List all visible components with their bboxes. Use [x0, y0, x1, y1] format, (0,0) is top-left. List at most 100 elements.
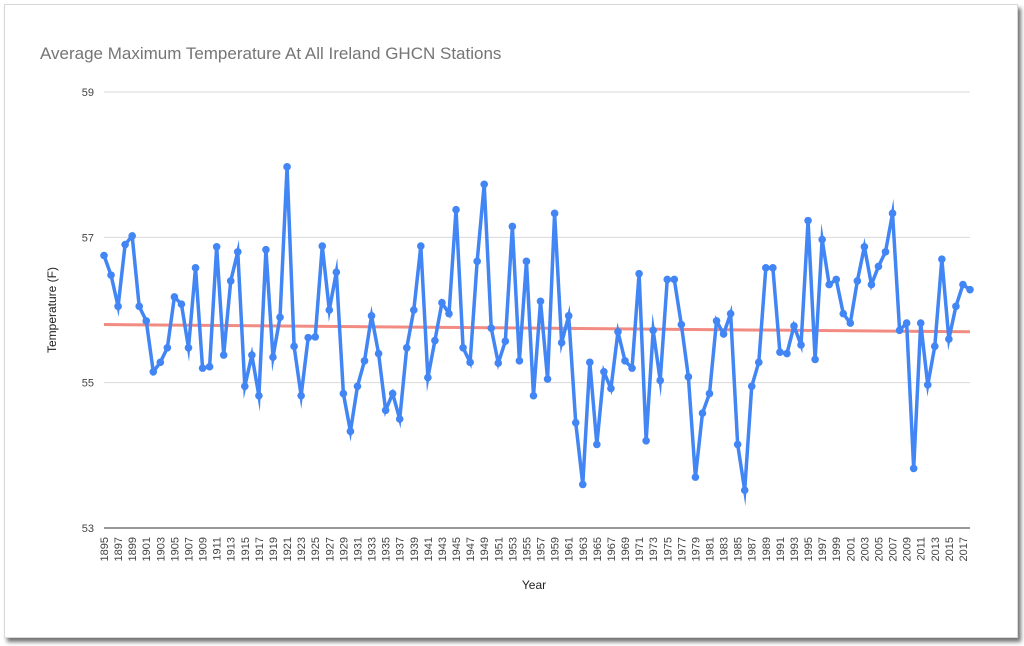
x-tick-label: 1987 [747, 537, 759, 561]
x-tick-label: 1975 [662, 537, 674, 561]
x-tick-label: 1907 [183, 537, 195, 561]
x-tick-label: 1899 [127, 537, 139, 561]
data-point [895, 326, 904, 335]
data-point [487, 324, 496, 332]
data-point [691, 473, 700, 481]
data-point [107, 271, 115, 279]
x-tick-label: 1933 [367, 537, 379, 561]
x-axis-label: Year [522, 578, 546, 592]
x-tick-label: 1959 [550, 537, 562, 561]
chart-title: Average Maximum Temperature At All Irela… [40, 44, 502, 63]
data-point [522, 257, 531, 266]
x-tick-label: 1921 [282, 537, 294, 561]
y-tick-label: 55 [82, 378, 94, 390]
x-tick-label: 1965 [592, 537, 604, 561]
x-tick-label: 1923 [296, 537, 308, 561]
x-tick-label: 1973 [648, 537, 660, 561]
data-point [649, 326, 657, 335]
x-tick-label: 1957 [536, 537, 548, 561]
x-tick-label: 1951 [493, 537, 505, 561]
data-point [135, 302, 144, 311]
data-point [846, 319, 855, 327]
data-point [395, 415, 404, 423]
data-point [881, 248, 890, 256]
x-tick-label: 1917 [254, 537, 266, 561]
data-point [508, 222, 517, 231]
data-point [825, 280, 833, 289]
y-tick-label: 59 [82, 87, 94, 99]
data-points [100, 163, 974, 495]
data-point [269, 353, 277, 362]
x-tick-label: 1905 [169, 537, 181, 561]
x-tick-label: 1911 [212, 537, 224, 561]
x-tick-label: 2007 [888, 537, 900, 561]
data-point [501, 337, 510, 346]
series-line [102, 166, 972, 507]
data-point [402, 343, 411, 352]
data-point [776, 348, 784, 356]
data-point [332, 268, 341, 277]
data-point [557, 338, 566, 347]
x-tick-label: 2005 [873, 537, 885, 561]
x-tick-label: 2017 [958, 537, 970, 561]
data-point [621, 357, 629, 365]
data-point [276, 313, 284, 322]
data-point [902, 319, 911, 327]
x-tick-label: 1903 [155, 537, 167, 561]
data-point [367, 312, 376, 320]
x-tick-label: 1995 [803, 537, 815, 561]
x-tick-label: 1939 [409, 537, 421, 561]
data-point [346, 427, 355, 436]
x-tick-label: 1961 [564, 537, 576, 561]
data-point [283, 163, 291, 171]
x-tick-label: 2009 [902, 537, 914, 561]
data-point [635, 269, 643, 278]
data-point [374, 349, 383, 358]
data-point [797, 341, 805, 349]
data-point [860, 242, 869, 251]
data-point [184, 343, 193, 352]
data-point [205, 362, 214, 371]
data-point [438, 298, 446, 307]
data-point [304, 333, 312, 342]
data-point [529, 391, 538, 400]
data-point [642, 437, 650, 445]
x-tick-label: 2001 [845, 537, 857, 561]
data-point [142, 317, 151, 325]
data-point [747, 382, 756, 391]
data-point [656, 376, 665, 385]
data-point [480, 180, 488, 189]
data-point [839, 309, 848, 318]
data-point [740, 486, 749, 495]
data-point [515, 357, 524, 365]
data-point [959, 280, 967, 289]
data-point [494, 359, 503, 367]
data-point [543, 375, 552, 383]
data-point [867, 280, 876, 289]
data-point [888, 209, 897, 218]
x-tick-label: 1897 [113, 537, 125, 561]
data-point [360, 357, 369, 365]
data-point [318, 242, 327, 250]
x-tick-label: 2011 [916, 537, 928, 561]
data-point [226, 277, 235, 285]
data-point [149, 367, 158, 376]
data-point [290, 342, 298, 351]
data-point [966, 285, 974, 294]
data-point [677, 320, 686, 329]
data-point [712, 317, 721, 325]
data-point [600, 367, 608, 376]
data-point [945, 335, 953, 343]
x-tick-label: 1953 [507, 537, 519, 561]
data-point [930, 342, 939, 351]
x-tick-label: 1955 [521, 537, 533, 561]
data-point [381, 406, 390, 415]
data-point [593, 440, 601, 449]
x-tick-label: 1983 [719, 537, 731, 561]
data-point [923, 381, 932, 389]
data-point [177, 300, 186, 308]
x-tick-label: 1915 [240, 537, 252, 561]
data-point [663, 275, 672, 284]
x-tick-label: 1977 [676, 537, 688, 561]
